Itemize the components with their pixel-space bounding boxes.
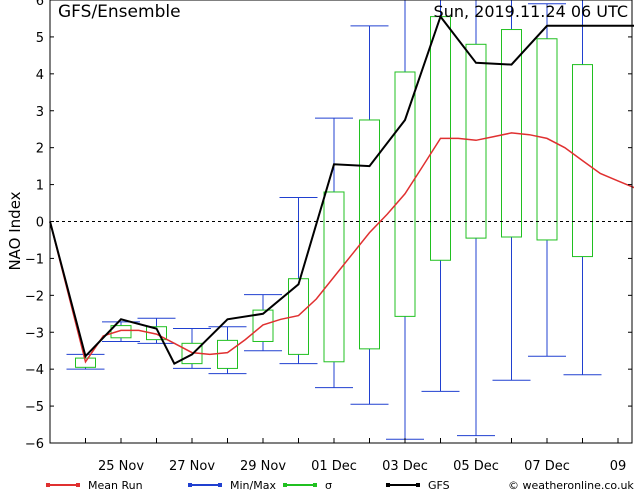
legend-marker (218, 483, 222, 487)
legend: Mean Run Min/Max σ GFS © weatheronline.co.uk (46, 479, 634, 490)
y-tick-label: −6 (25, 437, 44, 452)
copyright-label: © weatheronline.co.uk (508, 479, 634, 490)
sigma-box (217, 339, 238, 369)
axis-ticks (50, 0, 632, 444)
legend-label: Min/Max (230, 479, 276, 490)
y-tick-label: −4 (25, 363, 44, 378)
sigma-box (110, 325, 132, 339)
legend-marker (188, 483, 192, 487)
chart-title: GFS/Ensemble (58, 2, 181, 22)
legend-label: GFS (428, 479, 450, 490)
y-tick-label: 6 (36, 0, 44, 9)
x-tick-label: 29 Nov (240, 459, 286, 474)
y-tick-label: 0 (36, 216, 44, 231)
y-tick-label: −2 (25, 289, 44, 304)
sigma-box (359, 119, 380, 350)
legend-marker (386, 483, 390, 487)
y-tick-label: −3 (25, 326, 44, 341)
y-axis-title: NAO Index (6, 191, 24, 270)
y-tick-label: 3 (36, 105, 44, 120)
x-tick-label: 03 Dec (382, 459, 428, 474)
x-axis-labels: 25 Nov 27 Nov 29 Nov 01 Dec 03 Dec 05 Dec 07 D… (98, 459, 626, 474)
y-tick-label: 1 (36, 179, 44, 194)
mean-run-line (49, 132, 634, 364)
x-tick-label: 25 Nov (98, 459, 144, 474)
run-label: Sun, 2019.11.24 06 UTC (434, 2, 628, 21)
legend-marker (46, 483, 50, 487)
y-tick-label: 4 (36, 68, 44, 83)
gfs-line (49, 14, 634, 365)
legend-marker (313, 483, 317, 487)
legend-marker (283, 483, 287, 487)
y-tick-label: −1 (25, 252, 44, 267)
legend-label: σ (325, 479, 332, 490)
y-tick-label: 5 (36, 31, 44, 46)
legend-marker (76, 483, 80, 487)
legend-marker (416, 483, 420, 487)
y-axis-labels: −6 −5 −4 −3 −2 −1 0 1 2 3 4 5 6 (25, 0, 44, 452)
y-tick-label: 2 (36, 142, 44, 157)
series-lines (49, 14, 634, 365)
legend-label: Mean Run (88, 479, 143, 490)
x-tick-label: 09 (610, 459, 627, 474)
x-tick-label: 07 Dec (524, 459, 570, 474)
x-tick-label: 27 Nov (169, 459, 215, 474)
sigma-box (465, 43, 487, 239)
sigma-box (288, 278, 309, 355)
y-tick-label: −5 (25, 400, 44, 415)
x-tick-label: 05 Dec (453, 459, 499, 474)
x-tick-label: 01 Dec (311, 459, 357, 474)
sigma-box (536, 38, 558, 241)
